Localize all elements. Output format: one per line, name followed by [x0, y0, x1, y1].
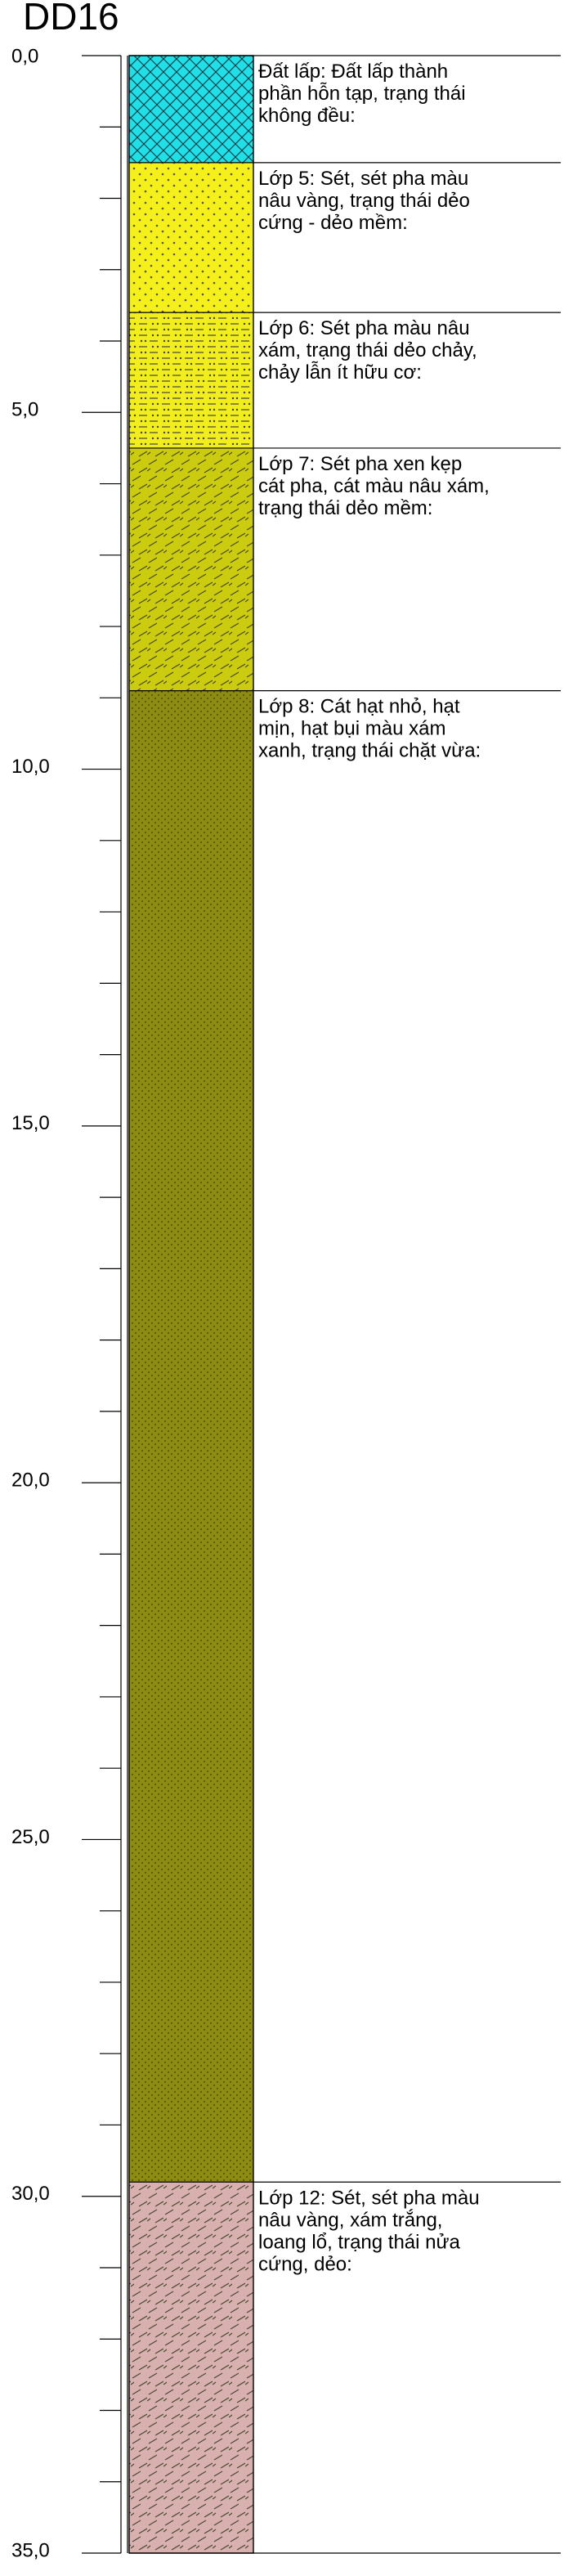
depth-tick-label: 0,0: [11, 45, 38, 67]
layer-pattern: [129, 2182, 253, 2553]
layer-description-line: nâu vàng, trạng thái dẻo: [258, 190, 470, 212]
layer-description-line: Lớp 6: Sét pha màu nâu: [258, 317, 470, 339]
layer-description-line: Đất lấp: Đất lấp thành: [258, 61, 448, 83]
depth-tick-label: 5,0: [11, 399, 38, 421]
depth-tick-label: 15,0: [11, 1112, 50, 1134]
layer-pattern: [129, 447, 253, 691]
layer-description-line: trạng thái dẻo mềm:: [258, 497, 432, 519]
layer-pattern: [129, 162, 253, 313]
layer-pattern: [129, 312, 253, 448]
layer-description-line: mịn, hạt bụi màu xám: [258, 718, 445, 740]
depth-tick-label: 35,0: [11, 2539, 50, 2561]
layer-column: [129, 56, 561, 2553]
layer-description-line: loang lổ, trạng thái nửa: [258, 2231, 461, 2253]
depth-tick-label: 10,0: [11, 756, 50, 778]
layer-description-line: phần hỗn tạp, trạng thái: [258, 83, 466, 105]
column-frame: [128, 55, 561, 2554]
layer-pattern: [129, 690, 253, 2183]
layer-description-line: Lớp 5: Sét, sét pha màu: [258, 168, 468, 190]
layer-description-line: cứng - dẻo mềm:: [258, 212, 408, 234]
depth-tick-label: 20,0: [11, 1469, 50, 1491]
layer-description-line: nâu vàng, xám trắng,: [258, 2209, 442, 2231]
layer-description-line: Lớp 12: Sét, sét pha màu: [258, 2187, 480, 2209]
layer-description-line: cát pha, cát màu nâu xám,: [258, 475, 490, 497]
depth-tick-label: 30,0: [11, 2183, 50, 2205]
layer-description-line: Lớp 7: Sét pha xen kẹp: [258, 453, 462, 475]
borehole-title: DD16: [23, 0, 119, 38]
layer-description-line: cứng, dẻo:: [258, 2253, 352, 2275]
depth-axis: 0,0 5,0 10,0 15,0 20,0 25,0 30,0 35,0: [11, 45, 128, 2561]
layer-description-line: xám, trạng thái dẻo chảy,: [258, 339, 477, 361]
layer-description-line: chảy lẫn ít hữu cơ:: [258, 361, 422, 384]
layer-pattern: [129, 56, 253, 163]
depth-tick-label: 25,0: [11, 1826, 50, 1848]
layer-description-line: không đều:: [258, 105, 356, 127]
layer-description-line: Lớp 8: Cát hạt nhỏ, hạt: [258, 696, 460, 718]
layer-description-line: xanh, trạng thái chặt vừa:: [258, 740, 481, 762]
